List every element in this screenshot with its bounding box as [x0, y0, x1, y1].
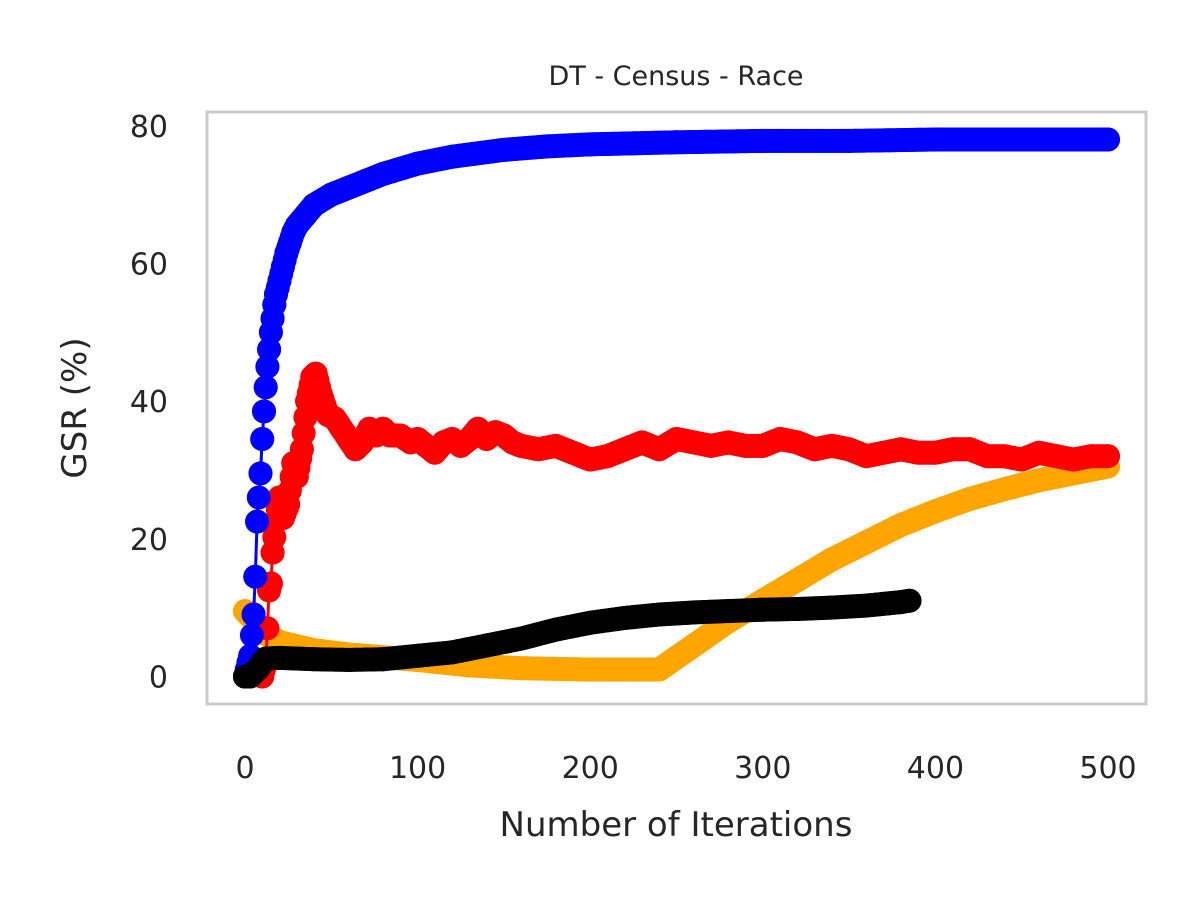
series-4-point: [474, 633, 499, 658]
series-1-point: [923, 499, 948, 524]
series-2-point: [647, 437, 672, 462]
series-2-point: [276, 492, 301, 517]
series-4-point: [405, 643, 430, 668]
series-1-point: [681, 633, 706, 658]
series-1-point: [647, 657, 672, 682]
series-4-point: [750, 597, 775, 622]
series-3-point: [245, 509, 270, 534]
series-4-point: [612, 606, 637, 630]
series-4: [233, 588, 922, 689]
x-tick-label: 200: [562, 751, 619, 786]
series-1-point: [957, 486, 982, 511]
x-tick-label: 0: [235, 751, 254, 786]
series-2: [250, 361, 1120, 689]
series-4-point: [371, 647, 396, 672]
series-4-point: [716, 599, 741, 624]
series-3-point: [241, 602, 266, 627]
series-4-point: [681, 600, 706, 625]
series-4-point: [854, 593, 879, 618]
chart-title: DT - Census - Race: [548, 61, 803, 92]
series-4-point: [785, 597, 810, 621]
series-3-point: [923, 127, 948, 152]
series-2-point: [1096, 444, 1120, 469]
series-1-point: [992, 477, 1017, 502]
series-3-point: [1096, 127, 1120, 152]
series-1-point: [578, 657, 603, 682]
x-tick-label: 300: [734, 751, 791, 786]
series-3-point: [491, 137, 516, 162]
series-3-point: [243, 564, 268, 589]
x-tick-label: 400: [907, 751, 964, 786]
y-tick-label: 60: [130, 247, 168, 282]
series-1-point: [509, 656, 534, 681]
series-1-point: [819, 547, 844, 572]
y-tick-label: 80: [130, 110, 168, 145]
y-tick-label: 20: [130, 523, 168, 558]
series-3-point: [535, 134, 559, 159]
series-4-point: [897, 588, 922, 613]
series-3-point: [302, 192, 326, 217]
y-tick-labels: 0 20 40 60 80: [130, 110, 168, 696]
series-4-point: [302, 647, 326, 672]
series-2-point: [284, 464, 309, 489]
y-tick-label: 40: [130, 385, 168, 420]
series-1-point: [1027, 468, 1051, 493]
series-2-point: [906, 440, 931, 465]
series-4-point: [336, 647, 361, 672]
x-axis-title: Number of Iterations: [500, 805, 853, 845]
series-4-point: [267, 645, 292, 670]
series-4-point: [647, 602, 672, 627]
series-3-point: [837, 128, 862, 153]
series-4-point: [819, 595, 844, 620]
series-3-point: [440, 144, 465, 169]
series-4-point: [509, 626, 534, 651]
series-3-point: [253, 375, 278, 400]
series-1-point: [854, 530, 879, 555]
series-2-point: [733, 433, 758, 458]
x-tick-labels: 0 100 200 300 400 500: [235, 751, 1136, 786]
series-1-point: [888, 513, 913, 537]
x-tick-label: 100: [389, 751, 446, 786]
series-4-point: [578, 610, 603, 635]
y-tick-label: 0: [149, 661, 168, 696]
series-2-point: [1078, 444, 1103, 469]
series-2-point: [975, 444, 1000, 469]
series-2-point: [260, 540, 285, 565]
series-3-point: [750, 128, 775, 153]
series-2-point: [940, 437, 965, 462]
series-2-point: [289, 437, 314, 462]
x-tick-label: 500: [1079, 751, 1136, 786]
series-3-point: [246, 485, 271, 510]
series-3-point: [248, 461, 273, 486]
series-2-point: [308, 382, 333, 407]
series-3-point: [252, 399, 276, 424]
series-3-point: [664, 130, 689, 155]
series-4-point: [543, 617, 568, 642]
series-4-point: [440, 640, 465, 665]
series-3-point: [250, 427, 275, 451]
series-3-point: [239, 623, 264, 648]
series-1-point: [785, 568, 810, 593]
series-layer: [233, 127, 1120, 689]
series-3: [233, 127, 1120, 689]
series-3-point: [578, 132, 603, 157]
series-3-point: [371, 162, 396, 186]
series-3-point: [405, 151, 430, 176]
series-3-point: [1009, 127, 1034, 152]
series-2-point: [303, 361, 328, 386]
y-axis-title: GSR (%): [55, 337, 95, 478]
